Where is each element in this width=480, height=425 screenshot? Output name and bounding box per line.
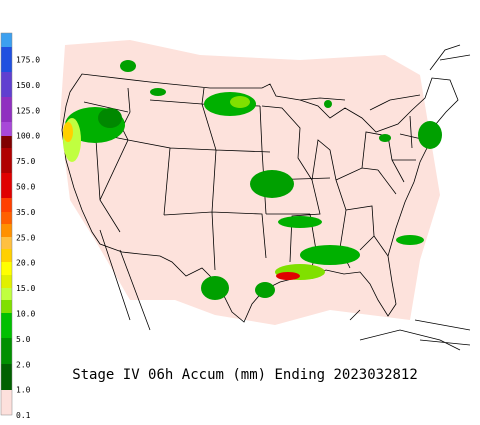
coast-outline <box>99 44 471 351</box>
legend-label: 5.0 <box>16 335 31 344</box>
legend-label: 50.0 <box>16 183 35 192</box>
legend-label: 20.0 <box>16 259 35 268</box>
legend-labels: 175.0 150.0 125.0 100.0 75.0 50.0 35.0 25.0 20.0… <box>16 56 40 421</box>
legend-label: 15.0 <box>16 284 35 293</box>
legend-label: 100.0 <box>16 132 40 141</box>
color-bar <box>0 32 13 416</box>
map <box>60 40 471 351</box>
precipitation <box>63 60 442 300</box>
legend-label: 1.0 <box>16 386 31 395</box>
map-title: Stage IV 06h Accum (mm) Ending 202303281… <box>72 367 418 383</box>
us-outline <box>61 73 459 323</box>
legend-label: 75.0 <box>16 157 35 166</box>
state-lines <box>67 87 427 277</box>
legend-label: 35.0 <box>16 208 35 217</box>
legend-label: 150.0 <box>16 81 40 90</box>
legend-label: 0.1 <box>16 411 31 420</box>
legend-label: 2.0 <box>16 360 31 369</box>
legend-label: 25.0 <box>16 233 35 242</box>
legend-label: 175.0 <box>16 56 40 65</box>
legend-label: 10.0 <box>16 310 35 319</box>
legend-label: 125.0 <box>16 106 40 115</box>
